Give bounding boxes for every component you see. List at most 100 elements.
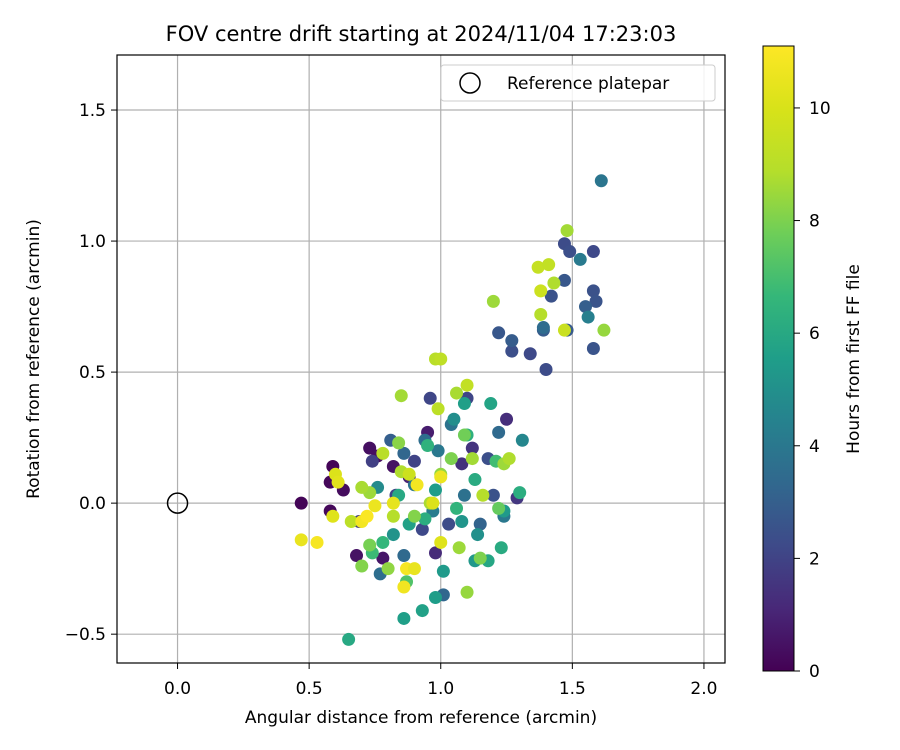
data-point xyxy=(500,412,514,426)
data-point xyxy=(428,590,442,604)
x-axis-ticks: 0.0 0.5 1.0 1.5 2.0 xyxy=(164,663,717,699)
data-point xyxy=(581,310,595,324)
data-point xyxy=(442,517,456,531)
data-point xyxy=(431,444,445,458)
data-point xyxy=(560,224,574,238)
data-point xyxy=(415,604,429,618)
data-point xyxy=(542,258,556,272)
colorbar-tick-label: 10 xyxy=(809,99,831,119)
data-point xyxy=(421,438,435,452)
data-point xyxy=(410,478,424,492)
data-point xyxy=(586,245,600,259)
data-point xyxy=(428,483,442,497)
data-point xyxy=(468,473,482,487)
colorbar-tick-label: 6 xyxy=(809,324,820,344)
data-point xyxy=(434,352,448,366)
x-tick-label: 1.5 xyxy=(559,679,586,699)
data-point xyxy=(484,397,498,411)
data-point xyxy=(597,323,611,337)
data-point xyxy=(376,535,390,549)
data-point xyxy=(368,499,382,513)
data-point xyxy=(344,514,358,528)
colorbar-label: Hours from first FF file xyxy=(844,264,864,454)
data-point xyxy=(457,488,471,502)
data-point xyxy=(586,342,600,356)
data-point xyxy=(534,307,548,321)
data-point xyxy=(331,475,345,489)
grid xyxy=(117,55,725,663)
colorbar xyxy=(762,45,795,672)
data-point xyxy=(397,446,411,460)
data-point xyxy=(447,412,461,426)
data-point xyxy=(536,321,550,335)
data-point xyxy=(431,402,445,416)
data-point xyxy=(494,541,508,555)
data-point xyxy=(457,428,471,442)
data-point xyxy=(452,541,466,555)
colorbar-tick-label: 2 xyxy=(809,549,820,569)
data-point xyxy=(392,436,406,450)
data-point xyxy=(394,389,408,403)
data-point xyxy=(402,467,416,481)
data-point xyxy=(539,362,553,376)
data-point xyxy=(397,549,411,563)
data-point xyxy=(465,441,479,455)
data-point xyxy=(294,496,308,510)
data-point xyxy=(423,391,437,405)
data-point xyxy=(457,397,471,411)
data-point xyxy=(434,470,448,484)
data-point xyxy=(386,509,400,523)
data-point xyxy=(515,433,529,447)
x-tick-label: 0.0 xyxy=(164,679,191,699)
data-point xyxy=(428,546,442,560)
data-point xyxy=(444,452,458,466)
legend: Reference platepar xyxy=(440,64,716,102)
chart-title: FOV centre drift starting at 2024/11/04 … xyxy=(166,22,677,46)
data-point xyxy=(486,488,500,502)
data-point xyxy=(505,344,519,358)
data-points xyxy=(294,174,611,646)
data-point xyxy=(355,480,369,494)
data-point xyxy=(492,326,506,340)
data-point xyxy=(407,454,421,468)
data-point xyxy=(502,452,516,466)
data-point xyxy=(589,294,603,308)
data-point xyxy=(492,501,506,515)
data-point xyxy=(573,252,587,266)
data-point xyxy=(486,294,500,308)
data-point xyxy=(557,323,571,337)
data-point xyxy=(531,260,545,274)
data-point xyxy=(557,273,571,287)
y-tick-label: 1.0 xyxy=(79,232,106,252)
x-tick-label: 1.0 xyxy=(427,679,454,699)
data-point xyxy=(450,386,464,400)
data-point xyxy=(594,174,608,188)
data-point xyxy=(473,551,487,565)
data-point xyxy=(523,347,537,361)
data-point xyxy=(460,585,474,599)
legend-marker-icon xyxy=(459,72,481,94)
data-point xyxy=(360,509,374,523)
reference-platepar-marker xyxy=(166,492,189,514)
data-point xyxy=(310,535,324,549)
data-point xyxy=(386,528,400,542)
data-point xyxy=(407,562,421,576)
data-point xyxy=(342,632,356,646)
data-point xyxy=(471,528,485,542)
data-point xyxy=(363,441,377,455)
data-point xyxy=(547,276,561,290)
data-point xyxy=(455,457,469,471)
data-point xyxy=(476,488,490,502)
data-point xyxy=(418,512,432,526)
data-point xyxy=(355,559,369,573)
data-point xyxy=(381,562,395,576)
colorbar-tick-label: 4 xyxy=(809,437,820,457)
plot-frame xyxy=(116,54,726,664)
reference-marker xyxy=(166,492,189,514)
x-axis-label: Angular distance from reference (arcmin) xyxy=(245,708,597,728)
data-point xyxy=(563,245,577,259)
data-point xyxy=(386,496,400,510)
data-point xyxy=(365,454,379,468)
data-point xyxy=(473,517,487,531)
